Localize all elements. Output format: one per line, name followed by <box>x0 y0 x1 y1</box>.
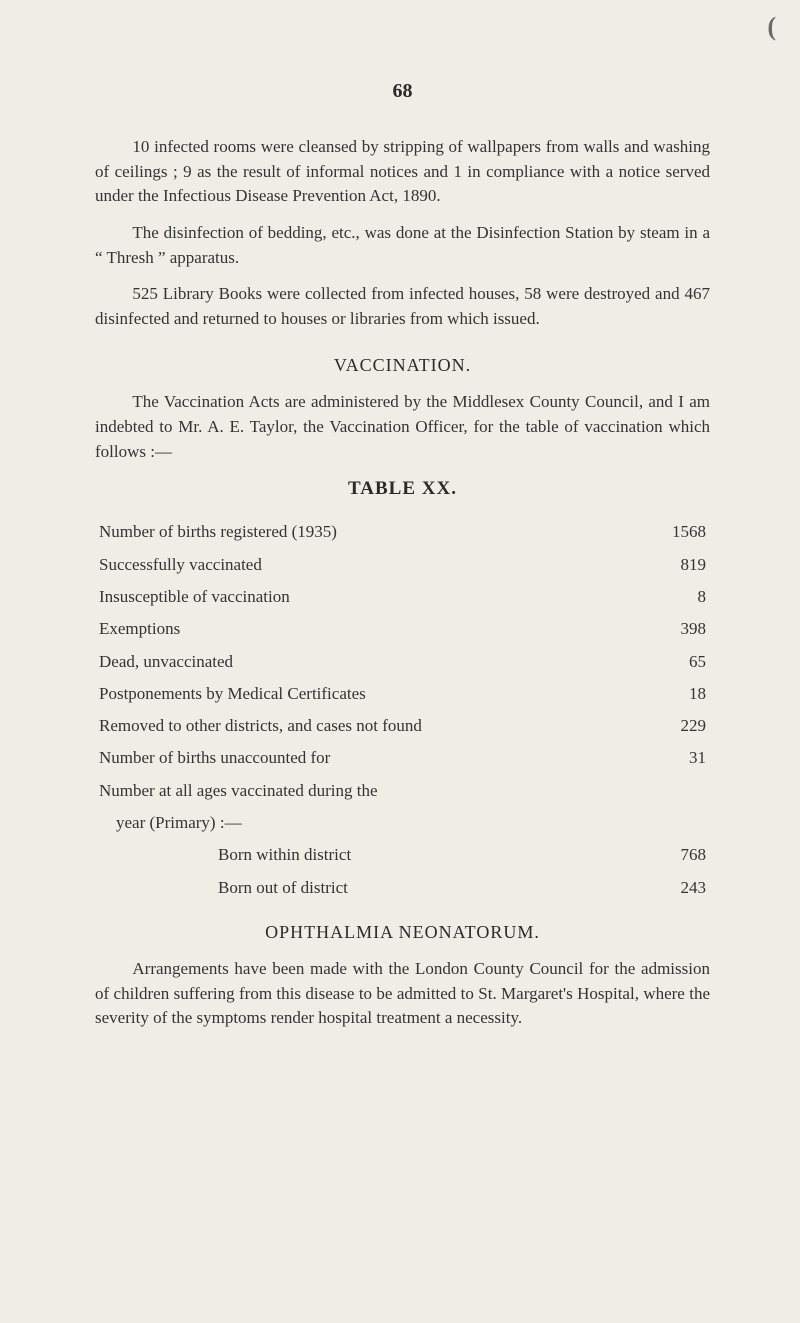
row-value: 819 <box>646 549 706 581</box>
row-label: Dead, unvaccinated <box>99 646 233 678</box>
row-leader <box>372 698 640 699</box>
row-value: 8 <box>646 581 706 613</box>
row-value: 229 <box>646 710 706 742</box>
row-leader <box>354 892 640 893</box>
row-value: 398 <box>646 613 706 645</box>
row-value: 1568 <box>646 516 706 548</box>
row-label: Successfully vaccinated <box>99 549 262 581</box>
table-row: Born out of district 243 <box>99 872 706 904</box>
row-leader <box>343 536 640 537</box>
table-row: Insusceptible of vaccination 8 <box>99 581 706 613</box>
row-label: Number of births unaccounted for <box>99 742 330 774</box>
table-row: Dead, unvaccinated 65 <box>99 646 706 678</box>
row-leader <box>268 569 640 570</box>
paragraph-2: The disinfection of bedding, etc., was d… <box>95 221 710 270</box>
table-row: Number of births registered (1935) 1568 <box>99 516 706 548</box>
row-leader <box>186 633 640 634</box>
table-row: Exemptions 398 <box>99 613 706 645</box>
row-leader <box>384 795 641 796</box>
ophthalmia-paragraph: Arrangements have been made with the Lon… <box>95 957 710 1031</box>
row-label: Insusceptible of vaccination <box>99 581 290 613</box>
table-xx-title: TABLE XX. <box>95 478 710 500</box>
vaccination-heading: VACCINATION. <box>95 355 710 376</box>
row-label: Removed to other districts, and cases no… <box>99 710 422 742</box>
row-label: Number at all ages vaccinated during the… <box>99 775 378 840</box>
row-leader <box>296 601 640 602</box>
table-row: Successfully vaccinated 819 <box>99 549 706 581</box>
row-label: Born within district <box>218 839 351 871</box>
paragraph-3: 525 Library Books were collected from in… <box>95 282 710 331</box>
row-value: 18 <box>646 678 706 710</box>
row-value: 31 <box>646 742 706 774</box>
document-page: ( 68 10 infected rooms were cleansed by … <box>0 0 800 1323</box>
row-leader <box>336 762 640 763</box>
row-label: Number of births registered (1935) <box>99 516 337 548</box>
page-number: 68 <box>95 80 710 103</box>
table-row: Removed to other districts, and cases no… <box>99 710 706 742</box>
table-row: Postponements by Medical Certificates 18 <box>99 678 706 710</box>
table-row: Number at all ages vaccinated during the… <box>99 775 706 840</box>
table-xx: Number of births registered (1935) 1568 … <box>99 516 706 904</box>
row-label: Postponements by Medical Certificates <box>99 678 366 710</box>
ophthalmia-heading: OPHTHALMIA NEONATORUM. <box>95 922 710 943</box>
vaccination-intro: The Vaccination Acts are administered by… <box>95 390 710 464</box>
row-leader <box>428 730 640 731</box>
paragraph-1: 10 infected rooms were cleansed by strip… <box>95 135 710 209</box>
table-row: Number of births unaccounted for 31 <box>99 742 706 774</box>
row-label: Born out of district <box>218 872 348 904</box>
row-value: 65 <box>646 646 706 678</box>
row-label: Exemptions <box>99 613 180 645</box>
table-row: Born within district 768 <box>99 839 706 871</box>
corner-mark-icon: ( <box>767 12 776 42</box>
row-value: 243 <box>646 872 706 904</box>
row-leader <box>357 859 640 860</box>
row-value: 768 <box>646 839 706 871</box>
row-leader <box>239 666 640 667</box>
